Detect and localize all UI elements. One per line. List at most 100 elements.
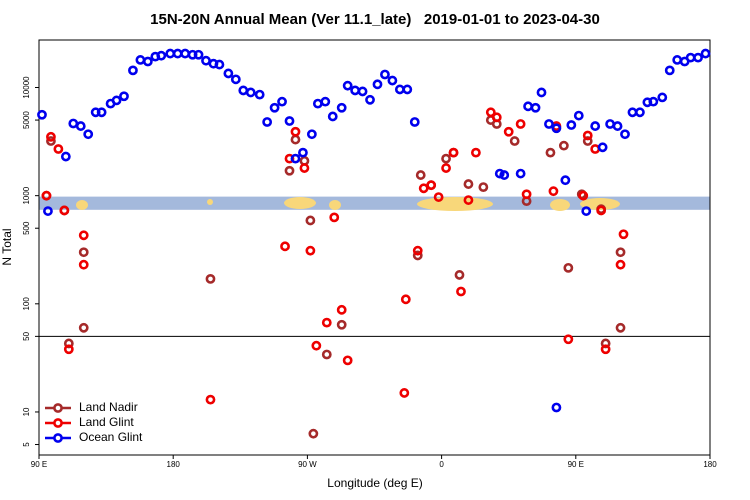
point — [523, 101, 533, 112]
point — [456, 286, 466, 297]
point — [365, 94, 375, 105]
point — [615, 247, 626, 258]
legend-marker — [53, 433, 63, 443]
point — [223, 68, 234, 79]
point — [672, 55, 683, 65]
legend-marker — [53, 403, 63, 413]
point — [515, 168, 526, 179]
point — [214, 59, 225, 70]
y-tick-label: 50 — [22, 331, 31, 340]
point — [78, 230, 89, 241]
point — [544, 119, 554, 129]
point — [43, 206, 53, 216]
point — [238, 85, 249, 96]
point — [372, 79, 383, 90]
point — [409, 117, 420, 127]
point — [83, 129, 94, 140]
y-tick-label: 10 — [22, 407, 31, 416]
point — [254, 89, 265, 100]
point — [441, 153, 451, 164]
point — [308, 428, 319, 439]
point — [566, 120, 577, 130]
point — [46, 131, 56, 142]
point — [545, 147, 556, 158]
point — [399, 388, 410, 398]
point — [78, 322, 89, 333]
point — [306, 129, 317, 140]
point — [582, 136, 593, 146]
point — [491, 112, 502, 123]
point — [657, 92, 668, 103]
point — [321, 349, 332, 360]
point — [135, 55, 146, 65]
point — [327, 111, 338, 122]
point — [46, 136, 56, 146]
point — [299, 163, 310, 173]
point — [590, 121, 601, 131]
point — [290, 153, 301, 164]
point — [380, 69, 390, 80]
point — [558, 140, 569, 151]
point — [78, 247, 89, 258]
point — [193, 49, 204, 60]
y-tick-label: 100 — [22, 297, 31, 311]
y-tick-label: 10000 — [22, 76, 31, 99]
legend-marker — [53, 418, 63, 428]
point — [415, 170, 426, 180]
point — [336, 102, 347, 113]
point — [329, 212, 340, 223]
point — [412, 250, 423, 261]
point — [596, 205, 607, 216]
point — [59, 205, 70, 216]
point — [111, 95, 122, 106]
point — [245, 87, 256, 98]
point — [563, 334, 574, 345]
point — [618, 229, 629, 240]
point — [605, 119, 615, 129]
point — [509, 136, 520, 146]
point — [336, 304, 347, 315]
point — [321, 317, 332, 328]
point — [342, 355, 353, 366]
point — [521, 189, 532, 200]
point — [485, 107, 496, 118]
point — [551, 402, 562, 413]
point — [590, 144, 601, 154]
legend-label: Ocean Glint — [79, 430, 143, 444]
point — [298, 147, 308, 158]
point — [600, 344, 611, 355]
point — [600, 338, 611, 349]
point — [63, 338, 74, 349]
point — [478, 182, 489, 192]
point — [387, 75, 398, 86]
point — [597, 142, 608, 153]
point — [581, 206, 592, 216]
point — [494, 168, 505, 179]
point — [685, 52, 696, 63]
x-tick-label: 90 E — [568, 460, 584, 469]
point — [165, 48, 176, 59]
point — [128, 65, 138, 76]
legend-label: Land Nadir — [79, 400, 138, 414]
point — [75, 121, 86, 131]
x-tick-label: 90 E — [31, 460, 47, 469]
point — [454, 270, 465, 280]
point — [563, 262, 574, 273]
point — [205, 273, 216, 284]
point — [573, 110, 584, 121]
point — [560, 175, 571, 186]
point — [627, 107, 638, 118]
point — [470, 147, 481, 158]
x-tick-label: 180 — [167, 460, 181, 469]
point — [693, 52, 703, 63]
point — [350, 85, 361, 96]
point — [615, 259, 626, 270]
point — [320, 96, 331, 107]
point — [230, 74, 241, 85]
point — [503, 126, 514, 137]
point — [201, 55, 211, 66]
point — [262, 117, 273, 127]
point — [548, 186, 559, 197]
point — [311, 340, 322, 351]
